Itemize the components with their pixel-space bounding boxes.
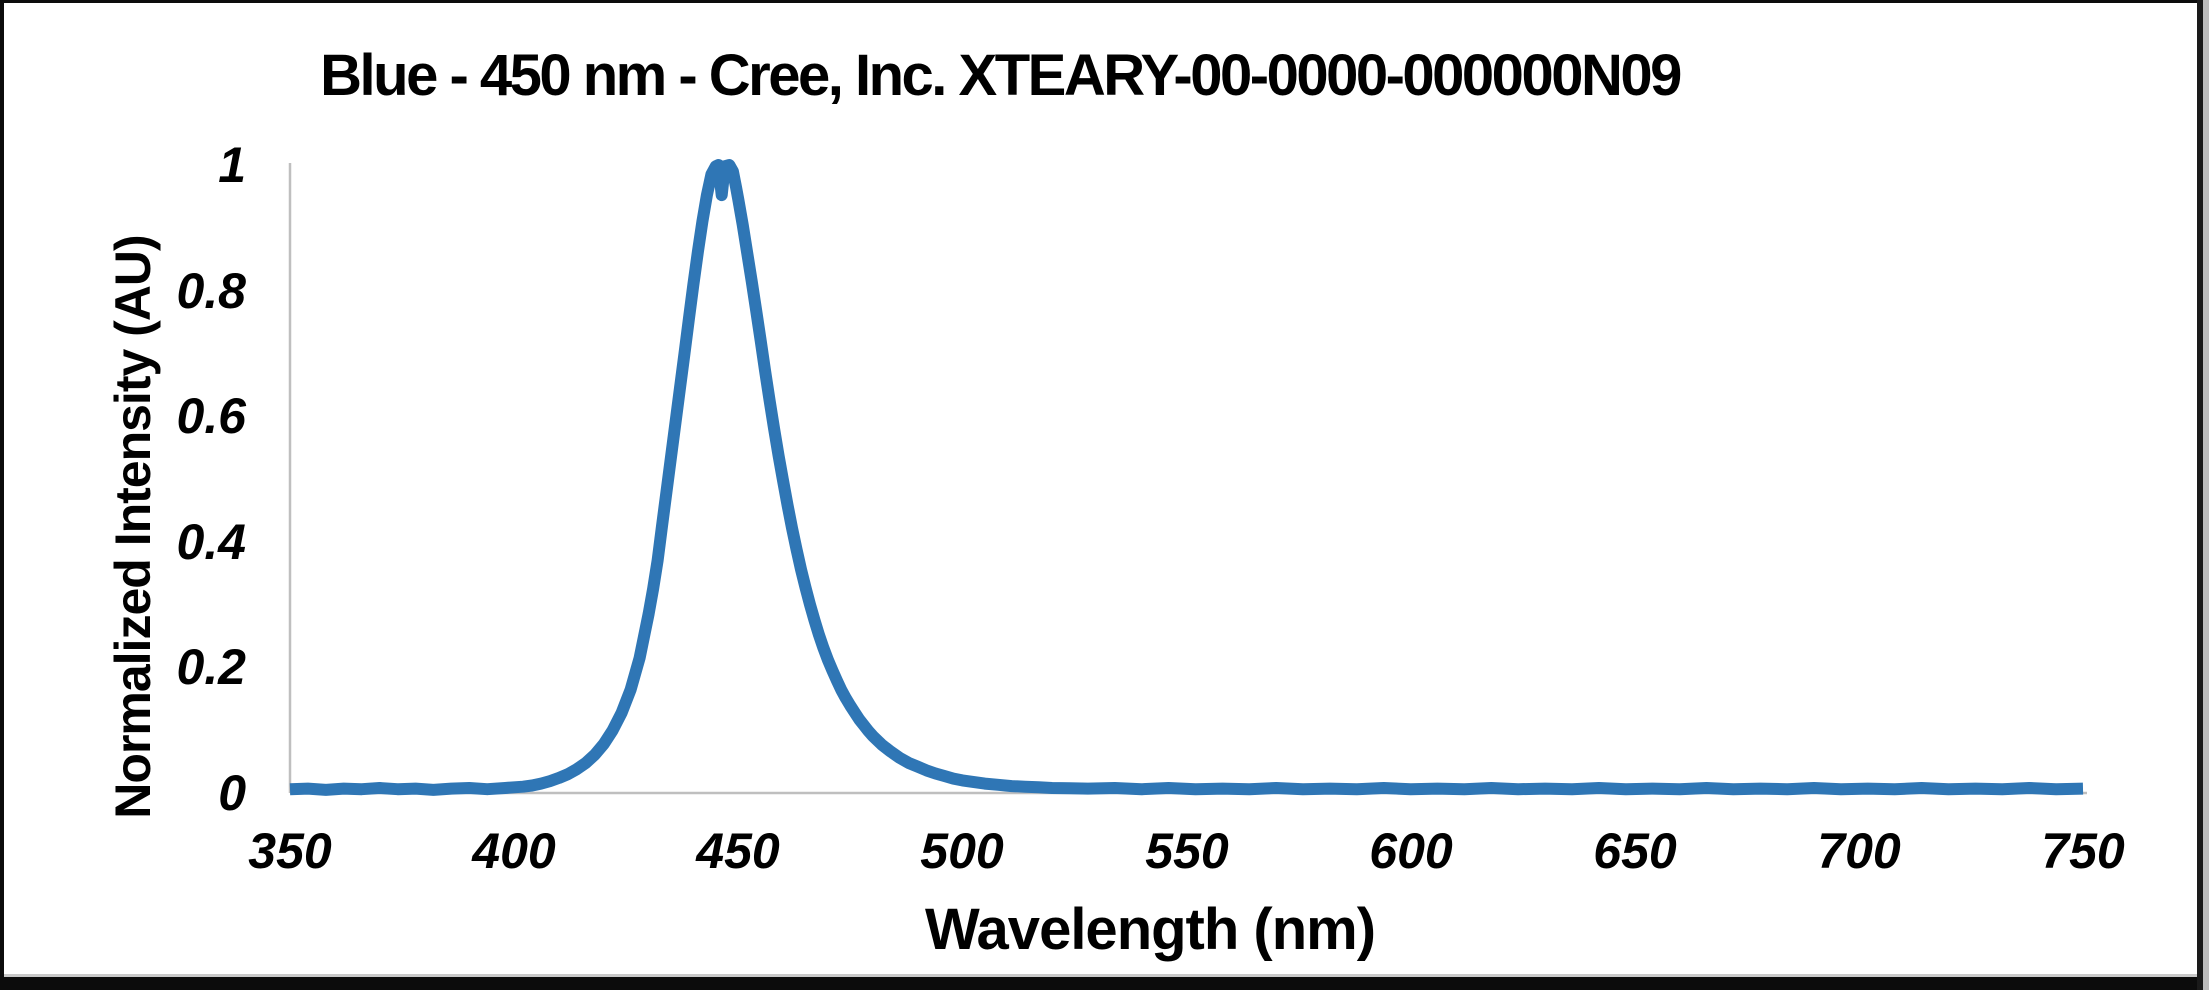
frame-bottom-shadow <box>0 974 2209 977</box>
x-tick-label: 650 <box>1593 823 1677 879</box>
x-tick-label: 750 <box>2041 823 2125 879</box>
x-tick-label: 600 <box>1369 823 1453 879</box>
x-tick-label: 550 <box>1145 823 1229 879</box>
y-tick-label: 0.4 <box>176 514 246 570</box>
x-tick-label: 400 <box>472 823 556 879</box>
axis-lines <box>288 163 2087 795</box>
y-tick-label: 0.6 <box>176 388 246 444</box>
frame-top-border <box>0 0 2209 3</box>
x-tick-label: 350 <box>248 823 332 879</box>
y-tick-label: 1 <box>218 137 246 193</box>
frame-left-border <box>0 0 4 990</box>
frame-right-shadow <box>2203 0 2209 990</box>
x-tick-label: 500 <box>920 823 1004 879</box>
spectrum-curve <box>289 159 2084 796</box>
y-tick-label: 0.8 <box>176 263 246 319</box>
x-tick-label: 700 <box>1817 823 1901 879</box>
y-tick-label: 0 <box>218 765 246 821</box>
frame-right-border <box>2197 0 2203 990</box>
x-tick-label: 450 <box>696 823 780 879</box>
x-axis-title: Wavelength (nm) <box>924 897 1376 962</box>
frame-bottom-border <box>0 977 2209 990</box>
chart-title: Blue - 450 nm - Cree, Inc. XTEARY-00-000… <box>320 43 1682 108</box>
y-tick-label: 0.2 <box>176 639 246 695</box>
